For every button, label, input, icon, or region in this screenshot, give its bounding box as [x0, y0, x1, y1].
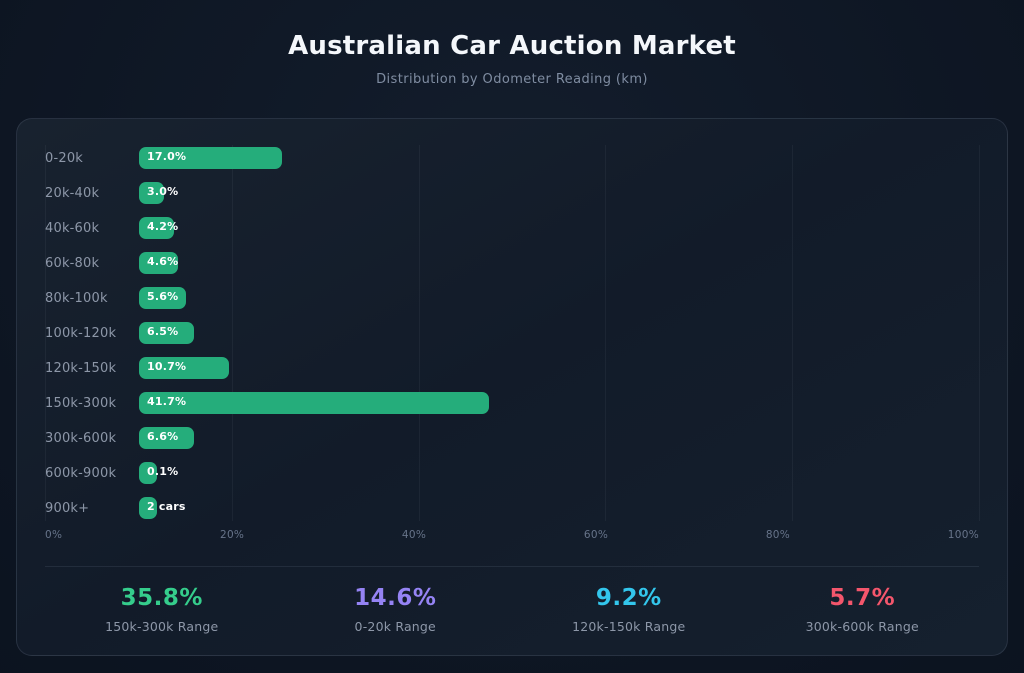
- bar-value-label: 4.6%: [147, 255, 179, 268]
- stat-value: 14.6%: [354, 585, 437, 611]
- bar-value-label: 4.2%: [147, 220, 179, 233]
- stat-value: 35.8%: [120, 585, 203, 611]
- page-subtitle: Distribution by Odometer Reading (km): [376, 72, 648, 87]
- stat-label: 120k-150k Range: [572, 619, 686, 634]
- bar-track: 5.6%: [139, 287, 979, 309]
- gridline: [418, 145, 420, 521]
- bar-value-label: 6.5%: [147, 325, 179, 338]
- bar-track: 10.7%: [139, 357, 979, 379]
- bar-track: 6.6%: [139, 427, 979, 449]
- bar-track: 3.0%: [139, 182, 979, 204]
- x-axis-tick-label: 0%: [45, 529, 63, 541]
- bar: 10.7%: [139, 357, 229, 379]
- summary-stats: 35.8% 150k-300k Range 14.6% 0-20k Range …: [45, 584, 979, 634]
- category-label: 100k-120k: [45, 325, 117, 341]
- chart-row: 80k-100k 5.6%: [45, 287, 979, 309]
- chart-row: 40k-60k 4.2%: [45, 217, 979, 239]
- bar: 2 cars: [139, 497, 185, 519]
- summary-stat: 35.8% 150k-300k Range: [45, 584, 279, 634]
- bar: 4.6%: [139, 252, 178, 274]
- gridline: [231, 145, 233, 521]
- gridline: [979, 145, 980, 521]
- stat-label: 0-20k Range: [354, 619, 436, 634]
- bar-value-label: 3.0%: [147, 185, 179, 198]
- gridline: [792, 145, 794, 521]
- bar: 5.6%: [139, 287, 187, 309]
- summary-stat: 5.7% 300k-600k Range: [746, 584, 980, 634]
- x-axis-tick-label: 40%: [401, 529, 427, 541]
- bar: 0.1%: [139, 462, 178, 484]
- gridline: [605, 145, 607, 521]
- bar-track: 4.6%: [139, 252, 979, 274]
- category-label: 900k+: [45, 500, 90, 516]
- bar-track: 2 cars: [139, 497, 979, 519]
- chart-rows: 0-20k 17.0% 20k-40k 3.0% 40k-60k 4.2% 60…: [45, 147, 979, 519]
- stats-divider: [45, 566, 979, 567]
- category-label: 0-20k: [45, 150, 84, 166]
- bar-value-label: 41.7%: [147, 395, 187, 408]
- category-label: 20k-40k: [45, 185, 100, 201]
- bar-track: 6.5%: [139, 322, 979, 344]
- chart-gridlines: [45, 145, 980, 521]
- category-label: 300k-600k: [45, 430, 117, 446]
- x-axis: 0% 20% 40% 60% 80% 100%: [45, 529, 979, 541]
- bar-value-label: 10.7%: [147, 360, 187, 373]
- bar: 6.5%: [139, 322, 194, 344]
- bar: 41.7%: [139, 392, 490, 414]
- bar-value-label: 5.6%: [147, 290, 179, 303]
- chart-row: 900k+ 2 cars: [45, 497, 979, 519]
- chart-row: 120k-150k 10.7%: [45, 357, 979, 379]
- bar-track: 0.1%: [139, 462, 979, 484]
- chart-row: 20k-40k 3.0%: [45, 182, 979, 204]
- x-axis-tick-label: 20%: [219, 529, 245, 541]
- stat-value: 9.2%: [595, 585, 662, 611]
- chart-row: 0-20k 17.0%: [45, 147, 979, 169]
- x-axis-tick-label: 100%: [947, 529, 979, 541]
- gridline: [45, 145, 46, 521]
- category-label: 80k-100k: [45, 290, 108, 306]
- category-label: 40k-60k: [45, 220, 100, 236]
- bar: 6.6%: [139, 427, 195, 449]
- bar-track: 41.7%: [139, 392, 979, 414]
- chart-row: 60k-80k 4.6%: [45, 252, 979, 274]
- summary-stat: 9.2% 120k-150k Range: [512, 584, 746, 634]
- bar: 4.2%: [139, 217, 178, 239]
- stat-value: 5.7%: [829, 585, 896, 611]
- category-label: 150k-300k: [45, 395, 117, 411]
- category-label: 60k-80k: [45, 255, 100, 271]
- chart-row: 100k-120k 6.5%: [45, 322, 979, 344]
- summary-stat: 14.6% 0-20k Range: [279, 584, 513, 634]
- bar: 17.0%: [139, 147, 282, 169]
- chart-row: 600k-900k 0.1%: [45, 462, 979, 484]
- odometer-bar-chart: 0-20k 17.0% 20k-40k 3.0% 40k-60k 4.2% 60…: [45, 145, 980, 521]
- stat-label: 300k-600k Range: [805, 619, 919, 634]
- x-axis-tick-label: 60%: [583, 529, 609, 541]
- page-title: Australian Car Auction Market: [288, 31, 736, 61]
- bar-value-label: 17.0%: [147, 150, 187, 163]
- chart-row: 150k-300k 41.7%: [45, 392, 979, 414]
- stat-label: 150k-300k Range: [105, 619, 219, 634]
- x-axis-tick-label: 80%: [765, 529, 791, 541]
- bar-track: 4.2%: [139, 217, 979, 239]
- category-label: 120k-150k: [45, 360, 117, 376]
- chart-card: 0-20k 17.0% 20k-40k 3.0% 40k-60k 4.2% 60…: [16, 118, 1008, 656]
- bar-track: 17.0%: [139, 147, 979, 169]
- bar: 3.0%: [139, 182, 178, 204]
- category-label: 600k-900k: [45, 465, 117, 481]
- bar-value-label: 6.6%: [147, 430, 179, 443]
- chart-row: 300k-600k 6.6%: [45, 427, 979, 449]
- page-header: Australian Car Auction Market Distributi…: [0, 0, 1024, 87]
- bar-value-label: 0.1%: [147, 465, 179, 478]
- bar-value-label: 2 cars: [147, 500, 186, 513]
